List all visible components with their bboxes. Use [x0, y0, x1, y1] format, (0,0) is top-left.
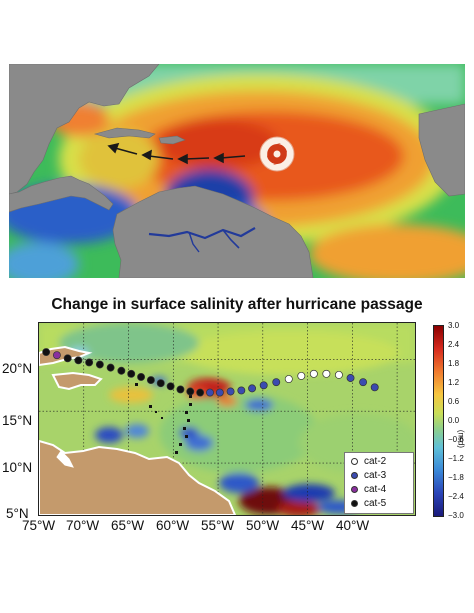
land-hispaniola [51, 371, 103, 391]
land-south-america [39, 439, 237, 515]
track-point-cat-5 [196, 388, 205, 397]
lake-maracaibo [56, 450, 74, 468]
legend-item-cat5: cat-5 [351, 498, 386, 509]
legend-item-cat4: cat-4 [351, 484, 386, 495]
track-point-cat-5 [117, 366, 126, 375]
lon-label-75w: 75°W [22, 518, 56, 533]
lat-label-10n: 10°N [2, 460, 33, 475]
colorbar-tick-neg2.4: −2.4 [448, 492, 464, 501]
salinity-overview-map [9, 64, 465, 278]
colorbar-tick-neg1.8: −1.8 [448, 473, 464, 482]
lon-label-70w: 70°W [66, 518, 100, 533]
colorbar-tick-neg3.0: −3.0 [448, 511, 464, 520]
colorbar-tick-0.6: 0.6 [448, 397, 460, 406]
hurricane-track-arrows [107, 142, 246, 165]
river-tributary [222, 229, 240, 249]
track-point-cat-5 [166, 382, 175, 391]
track-point-cat-3 [226, 387, 235, 396]
track-point-cat-5 [176, 385, 185, 394]
colorbar-tick-3.0: 3.0 [448, 321, 460, 330]
hurricane-icon [259, 136, 295, 172]
legend-marker-cat2 [351, 458, 358, 465]
track-point-cat-5 [42, 348, 51, 357]
track-point-cat-4 [52, 351, 61, 360]
track-point-cat-2 [309, 369, 318, 378]
lat-label-5n: 5°N [6, 506, 29, 521]
colorbar-tick-1.2: 1.2 [448, 378, 460, 387]
track-point-cat-2 [297, 371, 306, 380]
land-greater-antilles [93, 127, 156, 139]
track-point-cat-3 [370, 383, 379, 392]
legend-item-cat2: cat-2 [351, 456, 386, 467]
lon-label-40w: 40°W [336, 518, 370, 533]
legend-label-cat5: cat-5 [364, 498, 387, 509]
lon-label-50w: 50°W [246, 518, 280, 533]
legend-label-cat4: cat-4 [364, 484, 387, 495]
colorbar-tick-1.8: 1.8 [448, 359, 460, 368]
legend-label-cat2: cat-2 [364, 456, 387, 467]
category-legend: cat-2 cat-3 cat-4 cat-5 [344, 452, 414, 514]
salinity-overview-svg [9, 64, 465, 278]
river-amazon [148, 227, 256, 240]
track-point-cat-2 [322, 369, 331, 378]
colorbar-tick-neg0.6: −0.6 [448, 435, 464, 444]
track-point-cat-3 [259, 381, 268, 390]
colorbar-tick-0.0: 0.0 [448, 416, 460, 425]
track-point-cat-5 [186, 387, 195, 396]
river-tributary-2 [188, 231, 200, 253]
lon-label-45w: 45°W [291, 518, 325, 533]
lon-label-65w: 65°W [111, 518, 145, 533]
land-africa [418, 103, 465, 197]
track-point-cat-3 [346, 374, 355, 382]
salinity-field [39, 323, 415, 515]
legend-label-cat3: cat-3 [364, 470, 387, 481]
track-point-cat-2 [284, 375, 293, 383]
lon-label-55w: 55°W [201, 518, 235, 533]
land-cuba [39, 345, 93, 367]
track-point-cat-5 [137, 373, 146, 381]
track-point-cat-3 [215, 388, 224, 397]
legend-marker-cat4 [351, 486, 358, 493]
land-south-america [112, 185, 314, 278]
track-point-cat-3 [272, 378, 281, 387]
legend-marker-cat5 [351, 500, 358, 507]
track-point-cat-5 [74, 356, 83, 365]
track-point-cat-3 [248, 384, 257, 393]
hurricane-track [42, 348, 379, 397]
salinity-change-svg [39, 323, 415, 515]
track-point-cat-3 [237, 386, 246, 395]
land-north-america [9, 64, 160, 195]
track-point-cat-3 [359, 378, 368, 387]
track-point-cat-5 [127, 369, 136, 378]
track-point-cat-5 [106, 363, 115, 372]
legend-marker-cat3 [351, 472, 358, 479]
land-central-america [9, 175, 114, 213]
lat-label-15n: 15°N [2, 413, 33, 428]
track-point-cat-5 [63, 354, 72, 363]
track-point-cat-3 [206, 388, 214, 397]
colorbar-tick-2.4: 2.4 [448, 340, 460, 349]
salinity-change-map [38, 322, 416, 516]
colorbar-tick-neg1.2: −1.2 [448, 454, 464, 463]
colorbar-unit: (psu) [456, 429, 465, 448]
lon-label-60w: 60°W [156, 518, 190, 533]
legend-item-cat3: cat-3 [351, 470, 386, 481]
track-point-cat-5 [95, 360, 104, 369]
track-point-cat-5 [156, 379, 165, 388]
lat-label-20n: 20°N [2, 361, 33, 376]
colorbar [433, 325, 444, 517]
island-arc [135, 383, 192, 454]
track-point-cat-5 [146, 376, 155, 385]
chart-title: Change in surface salinity after hurrica… [51, 296, 423, 313]
land-hispaniola [158, 135, 186, 145]
track-point-cat-2 [334, 370, 343, 379]
track-point-cat-5 [85, 358, 94, 367]
